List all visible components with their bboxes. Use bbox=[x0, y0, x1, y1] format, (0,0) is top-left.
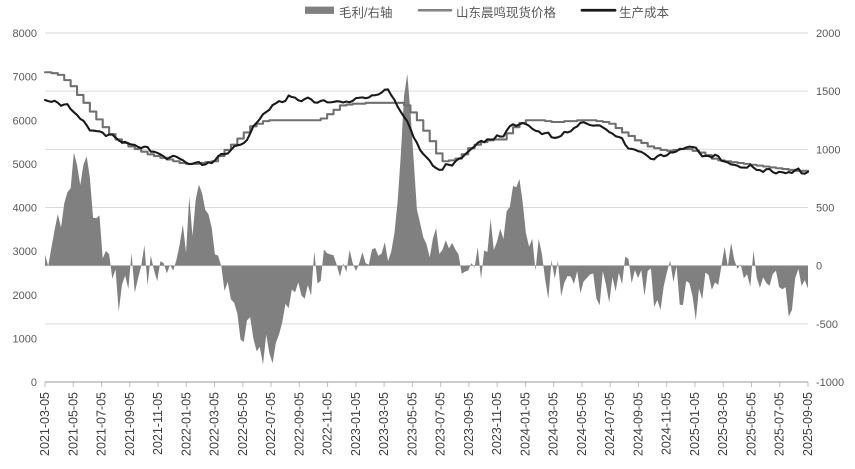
svg-text:2022-07-05: 2022-07-05 bbox=[264, 392, 278, 456]
svg-text:2021-05-05: 2021-05-05 bbox=[66, 392, 80, 456]
svg-text:2022-03-05: 2022-03-05 bbox=[208, 392, 222, 456]
svg-text:0: 0 bbox=[816, 261, 822, 273]
svg-text:2025-01-05: 2025-01-05 bbox=[688, 392, 702, 456]
svg-text:2022-01-05: 2022-01-05 bbox=[179, 392, 193, 456]
svg-text:6000: 6000 bbox=[13, 115, 37, 127]
svg-text:500: 500 bbox=[816, 203, 834, 215]
svg-text:2025-09-05: 2025-09-05 bbox=[801, 392, 815, 456]
svg-text:2023-05-05: 2023-05-05 bbox=[405, 392, 419, 456]
svg-text:2024-03-05: 2024-03-05 bbox=[547, 392, 561, 456]
svg-text:2024-09-05: 2024-09-05 bbox=[631, 392, 645, 456]
svg-text:2022-09-05: 2022-09-05 bbox=[292, 392, 306, 456]
svg-text:2021-07-05: 2021-07-05 bbox=[95, 392, 109, 456]
svg-text:8000: 8000 bbox=[13, 28, 37, 40]
svg-text:2021-11-05: 2021-11-05 bbox=[151, 392, 165, 455]
svg-text:2023-01-05: 2023-01-05 bbox=[349, 392, 363, 456]
svg-text:0: 0 bbox=[31, 377, 37, 389]
svg-text:2022-11-05: 2022-11-05 bbox=[321, 392, 335, 455]
svg-text:2022-05-05: 2022-05-05 bbox=[236, 392, 250, 456]
svg-text:1000: 1000 bbox=[13, 333, 37, 345]
svg-text:1500: 1500 bbox=[816, 86, 840, 98]
svg-text:2023-07-05: 2023-07-05 bbox=[434, 392, 448, 456]
svg-text:毛利/右轴: 毛利/右轴 bbox=[339, 5, 392, 20]
svg-text:2024-11-05: 2024-11-05 bbox=[660, 392, 674, 455]
svg-text:1000: 1000 bbox=[816, 144, 840, 156]
svg-text:2023-03-05: 2023-03-05 bbox=[377, 392, 391, 456]
svg-text:2024-05-05: 2024-05-05 bbox=[575, 392, 589, 456]
svg-text:2025-05-05: 2025-05-05 bbox=[744, 392, 758, 456]
svg-text:2023-11-05: 2023-11-05 bbox=[490, 392, 504, 455]
svg-text:2000: 2000 bbox=[13, 290, 37, 302]
svg-text:2025-03-05: 2025-03-05 bbox=[716, 392, 730, 456]
svg-text:-500: -500 bbox=[816, 319, 838, 331]
svg-text:4000: 4000 bbox=[13, 203, 37, 215]
svg-text:2025-07-05: 2025-07-05 bbox=[773, 392, 787, 456]
svg-text:-1000: -1000 bbox=[816, 377, 844, 389]
svg-text:2021-03-05: 2021-03-05 bbox=[38, 392, 52, 456]
svg-text:2024-07-05: 2024-07-05 bbox=[603, 392, 617, 456]
svg-text:山东晨鸣现货价格: 山东晨鸣现货价格 bbox=[456, 5, 557, 20]
svg-text:2024-01-05: 2024-01-05 bbox=[518, 392, 532, 456]
svg-text:2000: 2000 bbox=[816, 28, 840, 40]
svg-text:7000: 7000 bbox=[13, 72, 37, 84]
svg-text:2021-09-05: 2021-09-05 bbox=[123, 392, 137, 456]
svg-text:2023-09-05: 2023-09-05 bbox=[462, 392, 476, 456]
svg-text:生产成本: 生产成本 bbox=[619, 6, 670, 20]
svg-text:3000: 3000 bbox=[13, 246, 37, 258]
svg-text:5000: 5000 bbox=[13, 159, 37, 171]
